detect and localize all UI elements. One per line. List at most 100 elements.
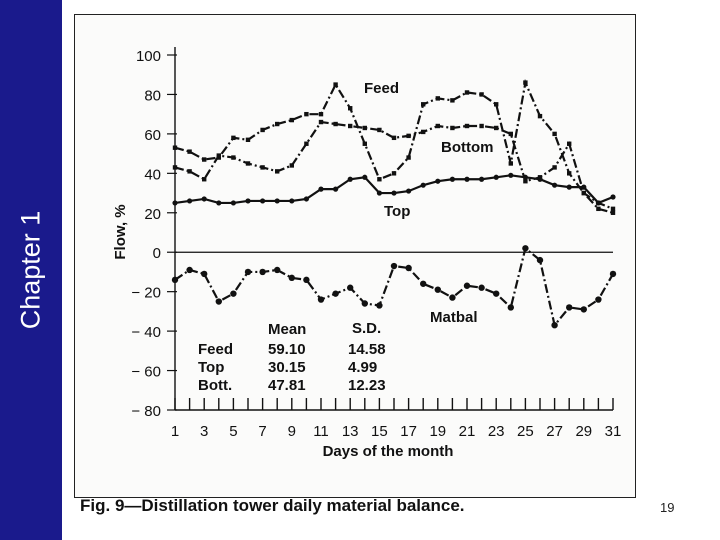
stats-mean: 30.15 [268,359,306,376]
stats-sd: 4.99 [348,359,377,376]
data-point [201,270,208,278]
data-point [230,290,237,297]
y-tick-label: − 40 [131,324,161,341]
stats-sd: 14.58 [348,341,386,358]
data-point [610,210,616,215]
data-point [231,155,236,160]
data-point [318,119,324,125]
data-point [187,149,192,154]
data-point [479,176,485,182]
y-tick-label: 0 [153,245,161,262]
data-point [187,169,192,174]
chapter-sidebar: Chapter 1 [0,0,62,540]
x-tick-label: 13 [342,423,359,440]
data-point [376,190,382,196]
data-point [187,198,193,204]
data-point [566,304,573,311]
data-point [202,157,207,162]
y-tick-label: − 80 [131,403,161,420]
data-point [567,141,572,146]
data-point [318,186,324,192]
y-tick-label: 80 [144,87,161,104]
data-point [362,174,368,180]
stats-sd: 12.23 [348,377,386,394]
data-point [289,117,294,123]
bottom-label: Bottom [441,139,494,156]
y-tick-label: − 20 [131,285,161,302]
data-point [333,186,339,192]
x-tick-label: 3 [200,423,208,440]
x-tick-label: 7 [258,423,266,440]
data-point [332,290,339,297]
data-point [260,165,265,170]
data-point [596,206,601,212]
data-point [522,245,529,252]
y-tick-label: 40 [144,166,161,183]
data-point [361,300,368,307]
data-point [435,178,441,184]
data-point [274,266,281,274]
data-point [494,102,499,107]
x-tick-label: 11 [313,423,329,440]
data-point [435,96,440,101]
data-point [288,274,295,282]
data-point [304,141,309,146]
data-point [420,280,427,287]
y-tick-label: 20 [144,206,161,223]
stats-mean: 59.10 [268,341,306,358]
data-point [420,182,426,188]
data-point [215,298,222,305]
data-point [552,182,558,188]
data-point [274,198,280,204]
top-label: Top [384,203,410,220]
figure-number: Fig. 9 [80,496,125,515]
data-point [610,194,616,200]
y-tick-label: − 60 [131,364,161,381]
data-point [260,127,265,133]
data-point [537,176,543,182]
data-point [186,266,193,274]
data-point [434,286,441,293]
data-point [463,282,471,289]
data-point [406,188,412,194]
x-tick-label: 17 [400,423,417,440]
data-point [581,184,587,190]
data-point [362,141,367,146]
data-point [581,190,586,196]
data-point [377,127,382,133]
data-point [449,176,455,182]
x-tick-label: 29 [575,423,592,440]
data-point [377,177,382,182]
data-point [259,268,266,276]
data-point [479,123,484,129]
y-axis-label: Flow, % [112,204,129,259]
figure-caption-text: —Distillation tower daily material balan… [124,496,465,515]
feed-label: Feed [364,80,399,97]
data-point [245,198,251,204]
data-point [609,270,617,278]
data-point [391,135,397,141]
data-point [494,125,499,131]
data-point [376,302,383,309]
data-point [303,196,309,202]
data-point [201,196,207,202]
x-tick-label: 25 [517,423,534,440]
matbal-label: Matbal [430,309,478,326]
page-number: 19 [660,500,675,515]
x-tick-label: 23 [488,423,505,440]
stats-header: S.D. [352,320,381,337]
data-point [580,306,587,313]
data-point [610,206,616,212]
data-point [536,256,544,264]
data-point [405,264,412,272]
stats-row-label: Bott. [198,377,232,394]
data-point [479,92,484,97]
data-point [508,172,514,178]
data-point [244,268,252,276]
data-point [303,276,310,284]
data-point [435,123,440,129]
data-point [508,161,513,166]
data-point [566,184,572,190]
data-point [406,133,411,139]
x-tick-label: 19 [429,423,446,440]
